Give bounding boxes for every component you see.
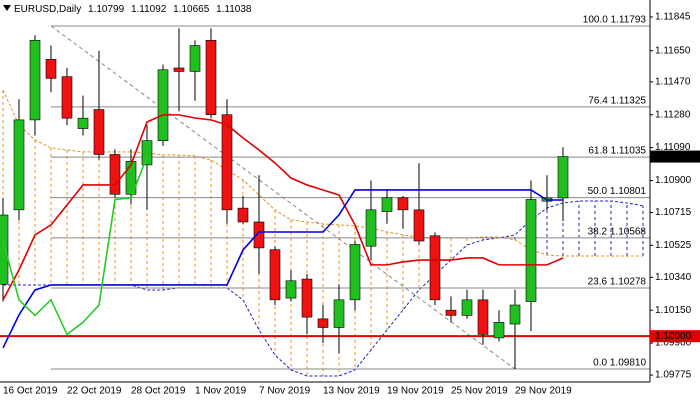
y-tick-label: 1.11280	[655, 109, 691, 120]
level-tag-label: 1.10000	[655, 331, 692, 342]
y-tick-label: 1.11650	[655, 45, 691, 56]
candle-body	[13, 119, 25, 211]
candle-body	[333, 299, 345, 328]
indicator-line	[2, 189, 563, 349]
candle-body	[445, 309, 457, 316]
candle-body	[301, 278, 313, 318]
fib-level-label: 0.0 1.09810	[593, 358, 646, 369]
fib-level-label: 76.4 1.11325	[588, 96, 646, 107]
candle-body	[381, 197, 393, 212]
y-tick-label: 1.11090	[655, 142, 691, 153]
y-tick-label: 1.09960	[655, 338, 692, 349]
x-tick-label: 1 Nov 2019	[195, 386, 247, 397]
x-tick-label: 19 Nov 2019	[387, 386, 444, 397]
cloud-span-line	[2, 89, 643, 257]
candle-body	[0, 214, 9, 285]
y-tick-label: 1.10525	[655, 240, 692, 251]
candle-body	[109, 154, 121, 195]
candle-body	[413, 209, 425, 242]
chart-title: EURUSD,Daily	[14, 4, 81, 15]
candle-body	[29, 40, 41, 121]
fib-level-label: 38.2 1.10568	[588, 227, 647, 238]
fib-level-label: 61.8 1.11035	[588, 146, 646, 157]
candle-body	[157, 69, 169, 141]
indicator-line	[2, 156, 148, 336]
x-tick-label: 7 Nov 2019	[259, 386, 311, 397]
y-tick-label: 1.10900	[655, 175, 692, 186]
candle-body	[173, 67, 185, 72]
fib-level-label: 23.6 1.10278	[588, 277, 647, 288]
menu-icon[interactable]	[3, 5, 11, 11]
candle-body	[349, 244, 361, 301]
chart-header: EURUSD,Daily 1.10799 1.11092 1.10665 1.1…	[14, 4, 252, 15]
candle-body	[125, 161, 137, 195]
candle-body	[317, 318, 329, 328]
candle-body	[61, 76, 73, 119]
candle-body	[365, 209, 377, 247]
level-tag	[650, 330, 700, 343]
x-tick-label: 22 Oct 2019	[67, 386, 122, 397]
header-close: 1.11038	[216, 4, 252, 15]
fib-level-label: 50.0 1.10801	[588, 186, 647, 197]
candle-body	[461, 299, 473, 316]
candle-body	[269, 249, 281, 301]
y-tick-label: 1.10715	[655, 207, 692, 218]
candle-body	[205, 40, 217, 116]
y-tick-label: 1.10150	[655, 305, 692, 316]
candle-body	[509, 304, 521, 325]
y-tick-label: 1.10340	[655, 272, 692, 283]
candle-body	[189, 45, 201, 72]
candle-body	[285, 280, 297, 299]
price-tag	[650, 150, 700, 163]
y-tick-label: 1.11845	[655, 12, 691, 23]
indicator-line	[2, 114, 564, 301]
x-tick-label: 29 Nov 2019	[515, 386, 572, 397]
fib-trendline	[50, 25, 516, 370]
price-tag-label: 1.11038	[655, 151, 691, 162]
candle-body	[477, 299, 489, 335]
x-tick-label: 25 Nov 2019	[451, 386, 508, 397]
candle-body	[221, 114, 233, 211]
candle-body	[93, 109, 105, 155]
plot-area: 100.0 1.11793 76.4 1.11325 61.8 1.11035 50.…	[0, 15, 650, 377]
fib-level-label: 100.0 1.11793	[583, 15, 647, 26]
header-low: 1.10665	[173, 4, 210, 15]
candle-body	[45, 59, 57, 79]
y-tick-label: 1.09775	[655, 370, 692, 381]
candle-body	[253, 221, 265, 249]
header-open: 1.10799	[88, 4, 125, 15]
candle-body	[557, 156, 569, 199]
x-tick-label: 13 Nov 2019	[323, 386, 380, 397]
candle-body	[77, 117, 89, 129]
header-high: 1.11092	[131, 4, 167, 15]
candle-body	[493, 322, 505, 339]
candle-body	[397, 197, 409, 211]
candle-body	[237, 207, 249, 223]
x-tick-label: 16 Oct 2019	[3, 386, 58, 397]
candle-body	[525, 199, 537, 302]
y-tick-label: 1.11470	[655, 76, 691, 87]
x-tick-label: 28 Oct 2019	[131, 386, 186, 397]
candle-body	[429, 235, 441, 301]
candle-body	[141, 140, 153, 166]
